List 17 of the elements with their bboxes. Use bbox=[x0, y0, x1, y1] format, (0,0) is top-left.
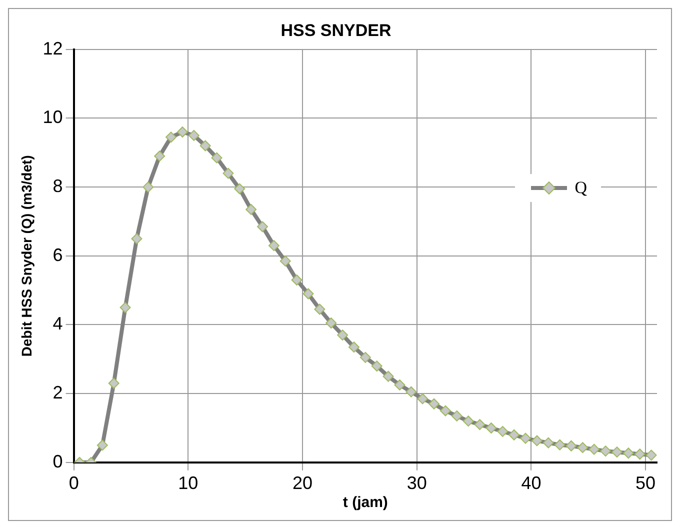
x-tick-label: 40 bbox=[521, 473, 542, 494]
x-axis-title: t (jam) bbox=[342, 494, 388, 512]
x-tick-label: 50 bbox=[636, 473, 656, 494]
chart-title: HSS SNYDER bbox=[280, 20, 392, 40]
y-axis-title: Debit HSS Snyder (Q) (m3/det) bbox=[18, 155, 34, 357]
x-tick-label: 30 bbox=[406, 473, 427, 494]
y-tick-label: 12 bbox=[42, 38, 63, 58]
x-tick-label: 10 bbox=[178, 473, 198, 494]
y-tick-label: 2 bbox=[52, 382, 63, 403]
y-tick-label: 10 bbox=[42, 107, 63, 128]
x-tick-label: 20 bbox=[292, 473, 313, 494]
y-tick-label: 8 bbox=[52, 176, 63, 196]
legend-label: Q bbox=[574, 178, 587, 198]
y-tick-label: 0 bbox=[52, 451, 63, 472]
y-tick-label: 6 bbox=[52, 244, 63, 265]
y-tick-label: 4 bbox=[52, 314, 63, 334]
x-tick-label: 0 bbox=[68, 473, 79, 494]
